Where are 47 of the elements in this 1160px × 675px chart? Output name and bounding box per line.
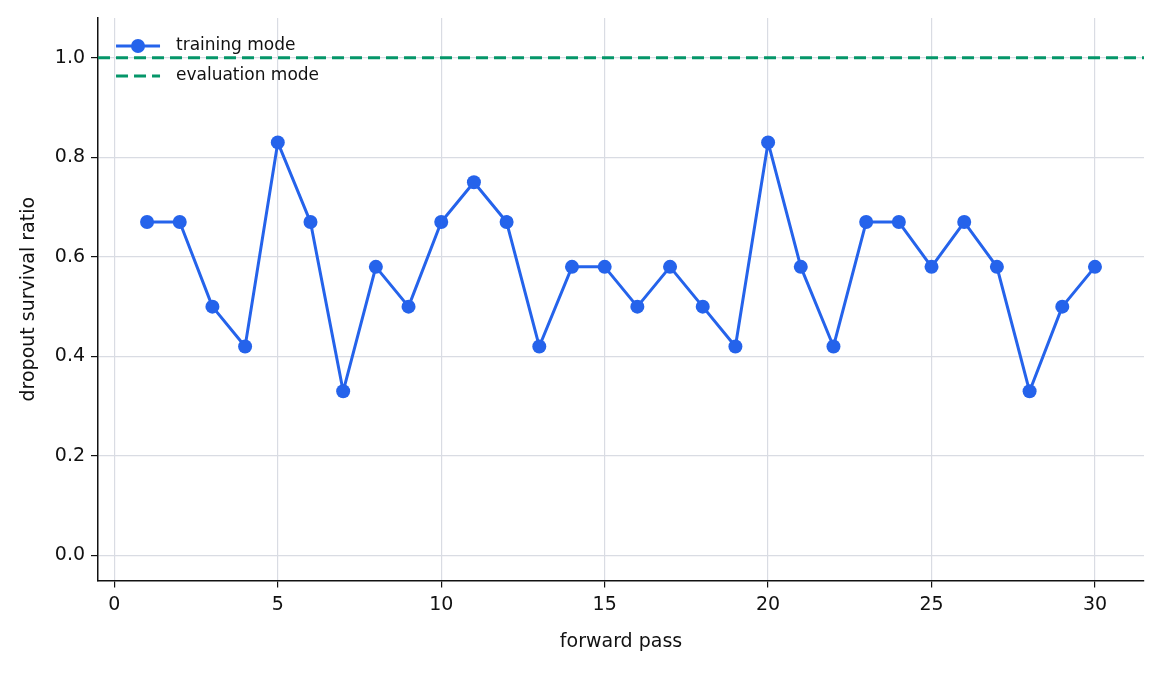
- y-tick-label: 1.0: [54, 44, 86, 67]
- point: [401, 299, 416, 314]
- point: [1087, 259, 1102, 274]
- x-axis-title: forward pass: [559, 628, 683, 651]
- x-tick-label: 15: [592, 591, 617, 614]
- point: [859, 215, 874, 230]
- point: [957, 215, 972, 230]
- x-tick-label: 5: [271, 591, 284, 614]
- point: [172, 215, 187, 230]
- point: [695, 299, 710, 314]
- point: [663, 259, 678, 274]
- point: [793, 259, 808, 274]
- point: [891, 215, 906, 230]
- legend-label: evaluation mode: [176, 64, 320, 85]
- point: [924, 259, 939, 274]
- point: [140, 215, 155, 230]
- point: [499, 215, 514, 230]
- point: [303, 215, 318, 230]
- point: [728, 339, 743, 354]
- point: [989, 259, 1004, 274]
- point: [434, 215, 449, 230]
- point: [238, 339, 253, 354]
- legend-label: training mode: [176, 34, 296, 55]
- point: [761, 135, 776, 150]
- point: [205, 299, 220, 314]
- point: [336, 384, 351, 399]
- point: [532, 339, 547, 354]
- point: [826, 339, 841, 354]
- x-tick-label: 25: [919, 591, 944, 614]
- point: [564, 259, 579, 274]
- y-tick-label: 0.8: [54, 144, 86, 167]
- y-tick-label: 0.0: [54, 542, 86, 565]
- x-tick-label: 30: [1082, 591, 1108, 614]
- y-tick-label: 0.6: [54, 243, 86, 266]
- point: [270, 135, 285, 150]
- point: [1055, 299, 1070, 314]
- y-tick-label: 0.4: [54, 343, 86, 366]
- x-tick-label: 20: [756, 591, 781, 614]
- point: [597, 259, 612, 274]
- point: [466, 175, 481, 190]
- x-tick-label: 0: [108, 591, 121, 614]
- y-axis-title: dropout survival ratio: [16, 196, 39, 402]
- point: [368, 259, 383, 274]
- x-tick-label: 10: [429, 591, 454, 614]
- y-tick-label: 0.2: [54, 442, 86, 465]
- point: [1022, 384, 1037, 399]
- point: [630, 299, 645, 314]
